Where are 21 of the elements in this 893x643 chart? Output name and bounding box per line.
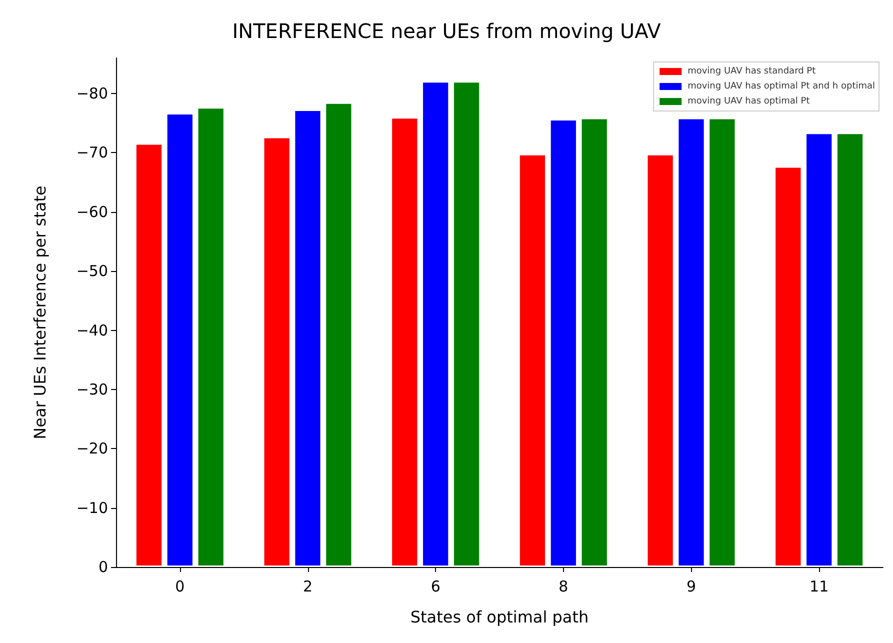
chart-title: INTERFERENCE near UEs from moving UAV bbox=[232, 19, 662, 43]
y-tick-label: −30 bbox=[76, 380, 108, 398]
x-tick-label: 0 bbox=[175, 578, 185, 596]
x-tick-label: 8 bbox=[558, 578, 568, 596]
y-tick-label: −50 bbox=[76, 262, 108, 280]
y-tick-label: −20 bbox=[76, 440, 108, 458]
y-tick-label: −10 bbox=[76, 498, 108, 517]
legend-label: moving UAV has standard Pt bbox=[688, 66, 816, 76]
y-tick-label: −40 bbox=[76, 321, 108, 340]
legend-label: moving UAV has optimal Pt bbox=[688, 96, 810, 106]
y-tick-label: −70 bbox=[76, 144, 108, 162]
x-tick-label: 2 bbox=[302, 578, 313, 596]
x-tick-label: 6 bbox=[430, 578, 440, 596]
y-tick-label: −80 bbox=[76, 84, 108, 103]
x-axis-title: States of optimal path bbox=[410, 608, 589, 626]
y-tick-label: −60 bbox=[76, 202, 108, 221]
y-tick-label: 0 bbox=[98, 558, 108, 576]
legend-label: moving UAV has optimal Pt and h optimal bbox=[688, 82, 876, 92]
y-axis-title: Near UEs Interference per state bbox=[30, 186, 50, 440]
x-tick-label: 11 bbox=[810, 578, 829, 596]
x-tick-label: 9 bbox=[686, 578, 696, 596]
